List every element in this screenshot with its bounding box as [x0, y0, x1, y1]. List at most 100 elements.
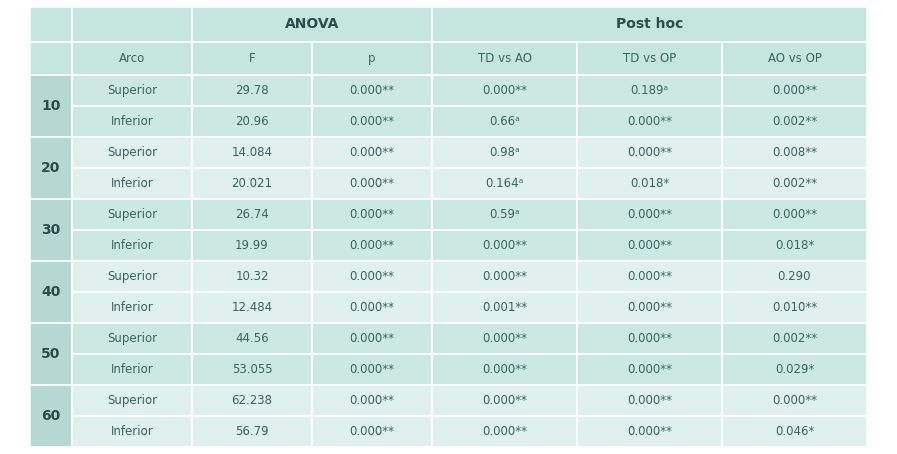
Bar [192, 168, 312, 199]
Bar [577, 292, 722, 323]
Text: Inferior: Inferior [110, 115, 153, 128]
Bar [577, 199, 722, 230]
Text: Superior: Superior [107, 270, 157, 283]
Text: 0.000**: 0.000** [482, 425, 527, 438]
Text: TD vs OP: TD vs OP [623, 52, 676, 65]
Text: 14.084: 14.084 [231, 146, 273, 159]
Bar [577, 354, 722, 385]
Text: 62.238: 62.238 [231, 394, 273, 407]
Text: 0.000**: 0.000** [627, 363, 672, 376]
Text: TD vs AO: TD vs AO [477, 52, 532, 65]
Text: 0.000**: 0.000** [482, 84, 527, 97]
Text: 0.000**: 0.000** [627, 146, 672, 159]
Bar [432, 323, 577, 354]
Text: 0.000**: 0.000** [482, 394, 527, 407]
Text: 0.000**: 0.000** [627, 394, 672, 407]
Text: 0.000**: 0.000** [627, 208, 672, 221]
Text: 0.046*: 0.046* [775, 425, 814, 438]
Text: 0.000**: 0.000** [627, 301, 672, 314]
Text: 26.74: 26.74 [235, 208, 269, 221]
Bar [722, 354, 867, 385]
Text: 30: 30 [41, 223, 61, 237]
Bar [30, 75, 72, 137]
Bar [432, 354, 577, 385]
Text: 0.000**: 0.000** [482, 239, 527, 252]
Bar [432, 385, 577, 416]
Text: 0.002**: 0.002** [772, 115, 817, 128]
Text: 0.000**: 0.000** [772, 208, 817, 221]
Text: p: p [369, 52, 376, 65]
Text: 0.000**: 0.000** [482, 363, 527, 376]
Bar [577, 385, 722, 416]
Text: 10: 10 [41, 99, 61, 113]
Text: 0.000**: 0.000** [350, 363, 395, 376]
Bar [72, 230, 192, 261]
Text: 0.000**: 0.000** [350, 208, 395, 221]
Text: 10.32: 10.32 [235, 270, 269, 283]
Text: Superior: Superior [107, 146, 157, 159]
Bar [72, 168, 192, 199]
Bar [432, 106, 577, 137]
Bar [192, 137, 312, 168]
Text: 0.000**: 0.000** [627, 270, 672, 283]
Bar [722, 168, 867, 199]
Bar [192, 416, 312, 447]
Bar [30, 137, 72, 199]
Bar [192, 42, 312, 75]
Bar [72, 416, 192, 447]
Text: 50: 50 [41, 347, 61, 361]
Bar [577, 137, 722, 168]
Bar [577, 261, 722, 292]
Text: Inferior: Inferior [110, 239, 153, 252]
Bar [432, 7, 867, 42]
Bar [722, 75, 867, 106]
Text: 53.055: 53.055 [231, 363, 273, 376]
Bar [192, 199, 312, 230]
Text: Inferior: Inferior [110, 363, 153, 376]
Bar [72, 106, 192, 137]
Bar [577, 416, 722, 447]
Text: Inferior: Inferior [110, 425, 153, 438]
Text: Arco: Arco [119, 52, 145, 65]
Text: 0.000**: 0.000** [350, 84, 395, 97]
Bar [192, 75, 312, 106]
Text: 0.000**: 0.000** [627, 239, 672, 252]
Text: 20.96: 20.96 [235, 115, 269, 128]
Bar [72, 323, 192, 354]
Bar [432, 137, 577, 168]
Text: 0.000**: 0.000** [350, 115, 395, 128]
Bar [577, 75, 722, 106]
Bar [192, 261, 312, 292]
Bar [312, 416, 432, 447]
Text: 20.021: 20.021 [231, 177, 273, 190]
Bar [72, 199, 192, 230]
Text: 12.484: 12.484 [231, 301, 273, 314]
Text: Post hoc: Post hoc [616, 18, 684, 31]
Bar [30, 261, 72, 323]
Bar [192, 385, 312, 416]
Text: 0.018*: 0.018* [630, 177, 669, 190]
Text: Superior: Superior [107, 84, 157, 97]
Bar [72, 292, 192, 323]
Text: 0.000**: 0.000** [350, 239, 395, 252]
Text: 0.000**: 0.000** [482, 270, 527, 283]
Text: 0.018*: 0.018* [775, 239, 814, 252]
Bar [72, 42, 192, 75]
Bar [722, 261, 867, 292]
Text: 0.029*: 0.029* [775, 363, 814, 376]
Text: 0.000**: 0.000** [350, 270, 395, 283]
Bar [432, 230, 577, 261]
Bar [312, 106, 432, 137]
Text: 0.000**: 0.000** [350, 177, 395, 190]
Text: 0.98ᵃ: 0.98ᵃ [489, 146, 520, 159]
Text: 60: 60 [41, 409, 61, 423]
Bar [432, 168, 577, 199]
Bar [312, 230, 432, 261]
Bar [72, 7, 192, 42]
Text: 56.79: 56.79 [235, 425, 269, 438]
Bar [312, 42, 432, 75]
Bar [432, 416, 577, 447]
Text: 0.66ᵃ: 0.66ᵃ [489, 115, 520, 128]
Text: Superior: Superior [107, 394, 157, 407]
Bar [722, 137, 867, 168]
